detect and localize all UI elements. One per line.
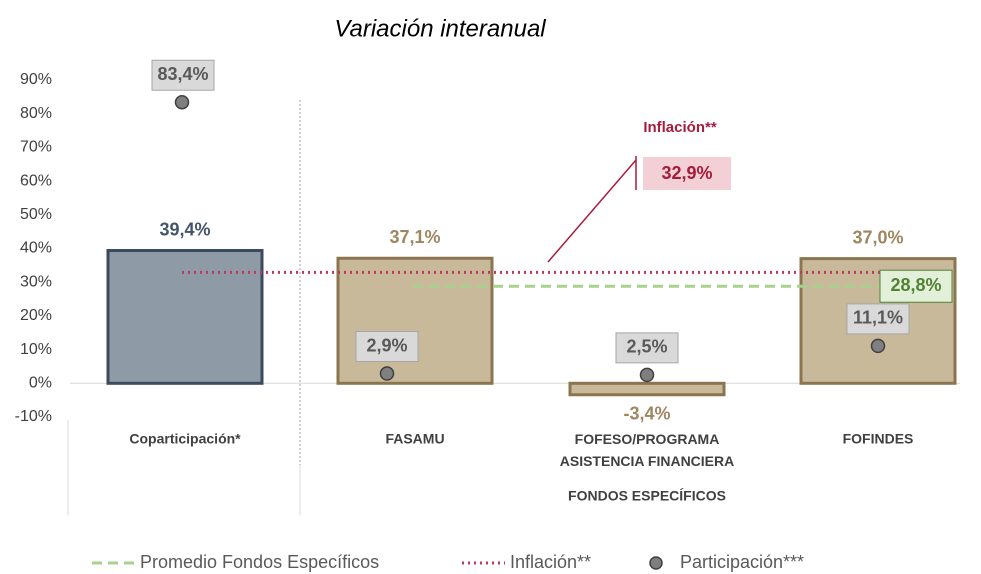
reference-label: 32,9%: [661, 163, 712, 183]
point-label: 2,9%: [366, 335, 407, 355]
x-tick-label: FASAMU: [385, 431, 444, 447]
bar: [106, 249, 264, 385]
label-box: [879, 269, 953, 303]
y-tick-label: 50%: [20, 206, 52, 223]
y-tick-label: 20%: [20, 307, 52, 324]
value-label: 37,1%: [389, 227, 440, 247]
y-tick-label: 10%: [20, 341, 52, 358]
value-label: -3,4%: [623, 404, 670, 424]
bar: [336, 256, 494, 385]
leader-line: [547, 159, 637, 263]
label-box: [643, 157, 731, 190]
bar: [568, 381, 726, 397]
y-tick-label: 30%: [20, 273, 52, 290]
point: [174, 94, 190, 110]
value-label: 39,4%: [159, 219, 210, 239]
y-tick-label: -10%: [15, 408, 52, 425]
x-tick-label: FOFESO/PROGRAMA ASISTENCIA FINANCIERA: [560, 431, 735, 469]
legend-label: Promedio Fondos Específicos: [140, 552, 379, 572]
point: [870, 338, 886, 354]
legend-swatch: [649, 556, 663, 570]
point: [639, 367, 655, 383]
value-label: 37,0%: [852, 227, 903, 247]
reference-label: 28,8%: [890, 275, 941, 295]
y-tick-label: 40%: [20, 240, 52, 257]
point-label: 2,5%: [626, 337, 667, 357]
label-box: [846, 303, 910, 335]
x-tick-label: FOFINDES: [843, 431, 914, 447]
y-tick-label: 80%: [20, 105, 52, 122]
annotation: Inflación**: [643, 119, 717, 136]
y-tick-label: 60%: [20, 172, 52, 189]
y-tick-label: 0%: [29, 375, 52, 392]
chart-title: Variación interanual: [334, 15, 546, 42]
x-tick-label: Coparticipación*: [129, 431, 241, 447]
group-label: FONDOS ESPECÍFICOS: [568, 488, 726, 504]
legend-label: Inflación**: [510, 552, 591, 572]
point-label: 11,1%: [853, 308, 903, 328]
label-box: [355, 331, 419, 363]
y-tick-label: 70%: [20, 139, 52, 156]
label-box: [151, 59, 215, 91]
point-label: 83,4%: [157, 64, 208, 84]
legend-label: Participación***: [680, 552, 804, 572]
point: [379, 366, 395, 381]
y-tick-label: 90%: [20, 71, 52, 88]
label-box: [615, 332, 679, 364]
